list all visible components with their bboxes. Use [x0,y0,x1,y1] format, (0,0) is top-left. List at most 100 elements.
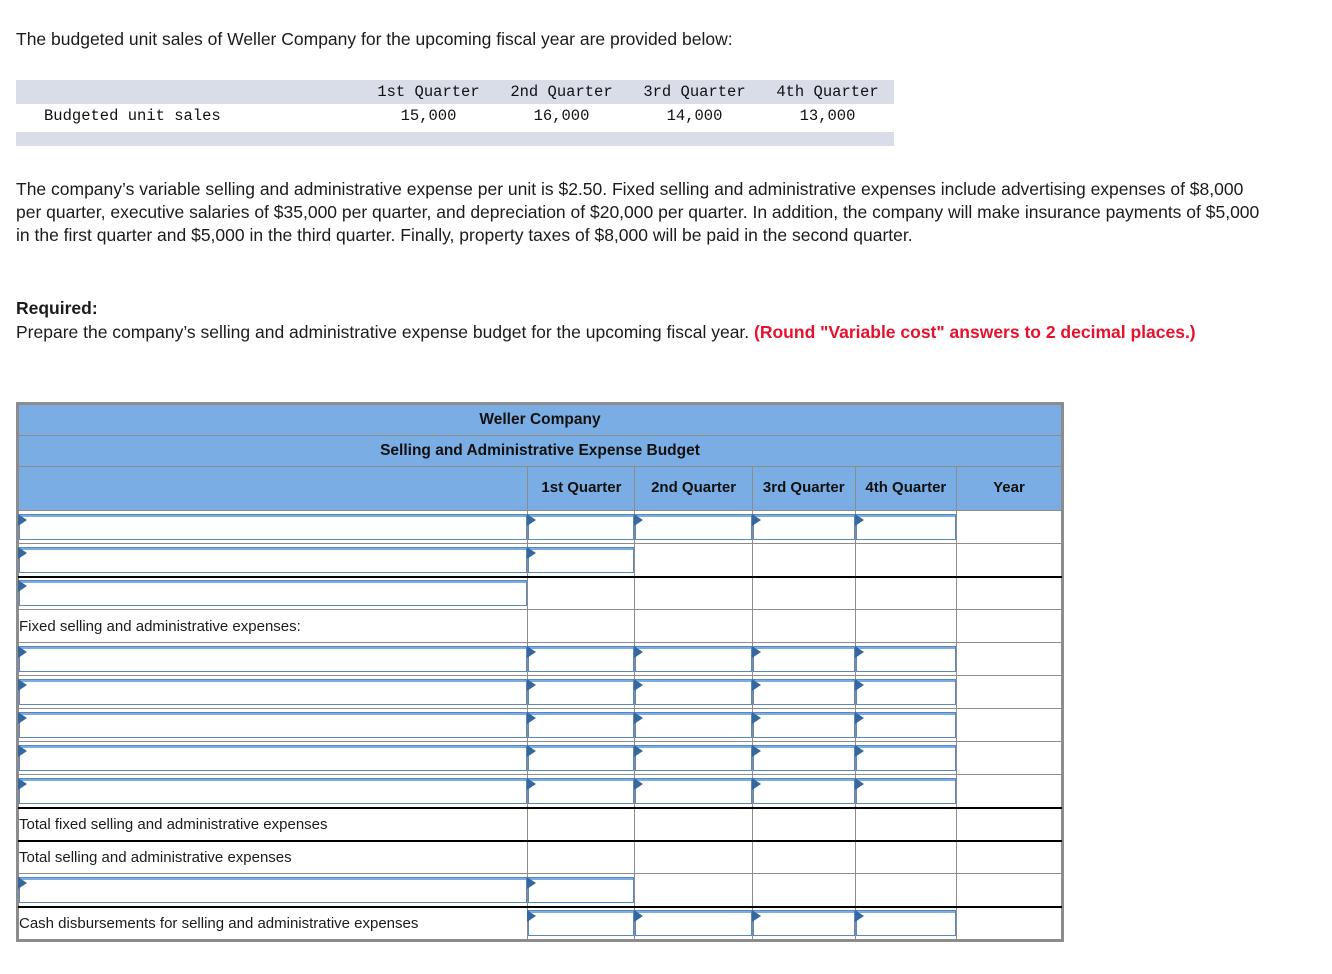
row-5-description-input-cell[interactable] [17,675,529,709]
row-7-q4-input[interactable] [854,745,956,771]
row-0-q4-input[interactable] [854,514,956,540]
row-12-q1-input-cell[interactable] [527,905,636,940]
budgeted-unit-sales-table-wrapper: 1st Quarter 2nd Quarter 3rd Quarter 4th … [16,80,894,146]
row-8-description-dropdown[interactable] [18,777,528,804]
row-8-description-input-cell[interactable] [17,774,529,808]
row-11-description-input-cell[interactable] [17,873,529,907]
row-4-q1-input-cell[interactable] [527,642,636,676]
dropdown-caret-icon [18,712,27,724]
dropdown-caret-icon [751,712,761,724]
row-6-q4-input[interactable] [854,712,956,738]
row-0-q2-input-cell[interactable] [634,510,753,544]
dropdown-caret-icon [854,777,864,790]
row-5-q3-input[interactable] [751,679,855,705]
dropdown-caret-icon [18,646,27,658]
row-8-q1-input[interactable] [527,777,635,804]
row-7-year-cell [955,741,1063,775]
row-6-description-input-cell[interactable] [17,708,529,742]
given-row-label: Budgeted unit sales [16,104,362,128]
dropdown-caret-icon [527,712,537,724]
row-11-q3-cell [751,873,856,907]
row-1-description-input-cell[interactable] [17,543,529,577]
row-5-q2-input[interactable] [634,679,752,705]
row-1-q1-input[interactable] [527,546,635,573]
row-2-q1-cell [527,575,636,610]
intro-paragraph: The budgeted unit sales of Weller Compan… [16,28,1306,51]
row-8-q2-input-cell[interactable] [634,774,753,808]
row-12-q3-input-cell[interactable] [751,905,856,940]
row-5-q1-input[interactable] [527,679,635,705]
row-4-q1-input[interactable] [527,646,635,672]
row-7-description-input-cell[interactable] [17,741,529,775]
row-12-q3-input[interactable] [751,910,855,937]
row-11-q1-input[interactable] [527,876,635,903]
row-0-description-input-cell[interactable] [17,510,529,544]
row-6-q1-input[interactable] [527,712,635,738]
row-7-q1-input[interactable] [527,745,635,771]
row-6-q2-input[interactable] [634,712,752,738]
row-11-q1-input-cell[interactable] [527,873,636,907]
row-0-q1-input-cell[interactable] [527,510,636,544]
row-4-q4-input[interactable] [854,646,956,672]
row-4-q2-input[interactable] [634,646,752,672]
row-7-q2-input-cell[interactable] [634,741,753,775]
dropdown-caret-icon [751,910,761,923]
row-4-q3-input-cell[interactable] [751,642,856,676]
row-5-q2-input-cell[interactable] [634,675,753,709]
row-12-q4-input-cell[interactable] [854,905,957,940]
row-4-description-dropdown[interactable] [18,646,528,672]
row-0-q3-input[interactable] [751,514,855,540]
row-5-q3-input-cell[interactable] [751,675,856,709]
row-1-q2-cell [634,543,753,577]
row-2-description-dropdown[interactable] [18,580,528,607]
row-8-q1-input-cell[interactable] [527,774,636,808]
row-3-year-cell [955,609,1063,643]
dropdown-caret-icon [854,646,864,658]
row-7-q1-input-cell[interactable] [527,741,636,775]
row-6-q4-input-cell[interactable] [854,708,957,742]
row-8-q3-input-cell[interactable] [751,774,856,808]
row-5-description-dropdown[interactable] [18,679,528,705]
row-5-q4-input-cell[interactable] [854,675,957,709]
dropdown-caret-icon [751,646,761,658]
row-0-q3-input-cell[interactable] [751,510,856,544]
row-7-description-dropdown[interactable] [18,745,528,771]
row-6-description-dropdown[interactable] [18,712,528,738]
dropdown-caret-icon [18,580,27,593]
row-7-q3-input-cell[interactable] [751,741,856,775]
row-6-q3-input-cell[interactable] [751,708,856,742]
row-4-q4-input-cell[interactable] [854,642,957,676]
row-4-description-input-cell[interactable] [17,642,529,676]
row-11-description-dropdown[interactable] [18,876,528,903]
row-12-q4-input[interactable] [854,910,956,937]
row-0-q4-input-cell[interactable] [854,510,957,544]
table-row: Total selling and administrative expense… [17,839,1063,874]
row-0-description-dropdown[interactable] [18,514,528,540]
given-col-q1: 1st Quarter [362,80,495,104]
row-6-q2-input-cell[interactable] [634,708,753,742]
row-0-q1-input[interactable] [527,514,635,540]
row-7-q2-input[interactable] [634,745,752,771]
row-2-description-input-cell[interactable] [17,575,529,610]
row-0-q2-input[interactable] [634,514,752,540]
row-5-q1-input-cell[interactable] [527,675,636,709]
row-4-q3-input[interactable] [751,646,855,672]
row-8-q3-input[interactable] [751,777,855,804]
row-6-q3-input[interactable] [751,712,855,738]
problem-description: The company’s variable selling and admin… [16,178,1266,247]
row-12-q2-input[interactable] [634,910,752,937]
row-8-q2-input[interactable] [634,777,752,804]
row-1-q1-input-cell[interactable] [527,543,636,577]
row-3-q1-cell [527,609,636,643]
row-7-q4-input-cell[interactable] [854,741,957,775]
row-8-q4-input[interactable] [854,777,956,804]
row-6-q1-input-cell[interactable] [527,708,636,742]
row-1-description-dropdown[interactable] [18,546,528,573]
row-12-q1-input[interactable] [527,910,635,937]
row-5-q4-input[interactable] [854,679,956,705]
row-12-q2-input-cell[interactable] [634,905,753,940]
row-8-q4-input-cell[interactable] [854,774,957,808]
row-4-q2-input-cell[interactable] [634,642,753,676]
row-7-q3-input[interactable] [751,745,855,771]
given-table-footer-bar [16,132,894,146]
